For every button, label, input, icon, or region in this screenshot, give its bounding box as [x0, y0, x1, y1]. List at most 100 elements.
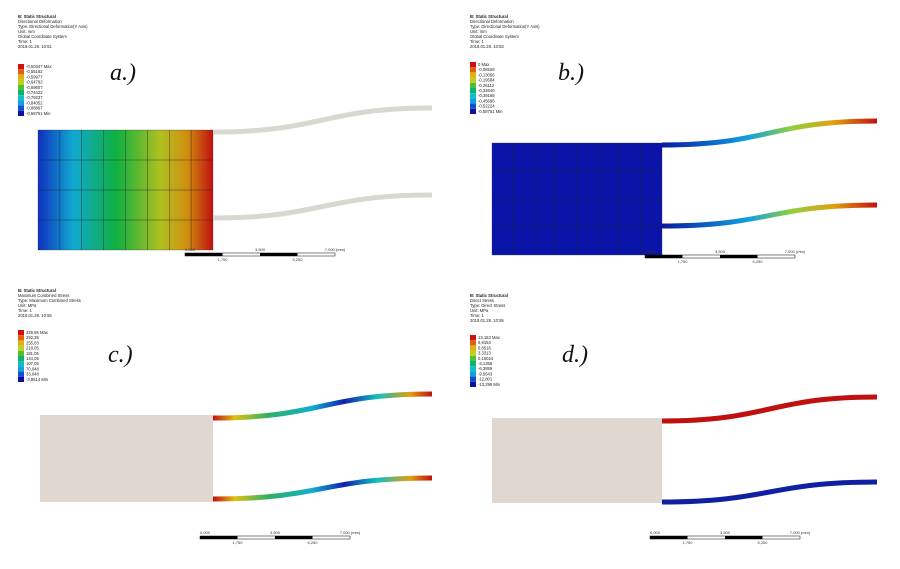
legend-swatch [470, 88, 476, 94]
legend-value: -0,59977 [26, 74, 43, 79]
legend-swatch [18, 100, 24, 106]
header-line: Global Coordinate System [18, 34, 67, 39]
legend-swatch [470, 340, 476, 346]
header-line: Time: 1 [18, 308, 32, 313]
legend-swatch [470, 350, 476, 356]
legend-swatch [470, 361, 476, 367]
legend-value: -0,74422 [26, 90, 43, 95]
scale-label: 1,750 [677, 259, 688, 264]
legend-value: -0,06528 [478, 67, 495, 72]
legend-swatch [470, 108, 476, 114]
header-line: 2018.01.28. 10:55 [470, 318, 504, 323]
legend-value: 33,048 [26, 372, 39, 377]
legend-value: -0,58751 Min [26, 111, 51, 116]
legend-value: -0,52224 [478, 104, 495, 109]
scale-label: 1,750 [232, 540, 243, 545]
legend-value: -0,32640 [478, 88, 495, 93]
legend-value: -0,45696 [478, 98, 495, 103]
block [40, 415, 213, 502]
legend-swatch [470, 62, 476, 68]
legend-value: 0 Max [478, 62, 490, 67]
legend-swatch [18, 95, 24, 101]
legend-value: -3,8514 Min [26, 377, 49, 382]
legend-swatch [18, 350, 24, 356]
beam [212, 192, 433, 221]
legend-swatch [18, 69, 24, 75]
legend-swatch [470, 93, 476, 99]
header-line: Unit: MPa [18, 303, 37, 308]
panel-label: d.) [562, 342, 588, 368]
legend-value: 181,05 [26, 351, 39, 356]
legend-swatch [470, 371, 476, 377]
beam [212, 391, 433, 421]
legend-swatch [18, 64, 24, 70]
scale-label: 3,500 [255, 247, 266, 252]
header-line: Time: 1 [470, 39, 484, 44]
legend-swatch [18, 79, 24, 85]
panel-label: b.) [558, 60, 584, 86]
scale-label: 0,000 [200, 530, 211, 535]
scale-label: 5,250 [307, 540, 318, 545]
legend-value: -0,79237 [26, 95, 43, 100]
legend-value: -0,58751 Min [478, 109, 503, 114]
legend-swatch [18, 371, 24, 377]
beam [212, 105, 433, 135]
scale-bar [720, 255, 758, 258]
block [492, 418, 662, 503]
legend-swatch [18, 361, 24, 367]
scale-label: 0,000 [645, 249, 656, 254]
legend-value: -6,3859 [478, 366, 493, 371]
legend-swatch [18, 340, 24, 346]
legend-value: -0,69607 [26, 85, 43, 90]
scale-label: 7,000 (mm) [325, 247, 346, 252]
legend-value: -0,84052 [26, 100, 43, 105]
scale-label: 1,750 [682, 540, 693, 545]
scale-bar [275, 536, 313, 539]
panel-label: c.) [108, 342, 133, 368]
legend-value: 0,10024 [478, 356, 494, 361]
legend-value: -0,64792 [26, 80, 43, 85]
legend-value: -12,801 [478, 377, 493, 382]
legend-swatch [470, 355, 476, 361]
legend-swatch [18, 335, 24, 341]
legend-swatch [18, 356, 24, 362]
legend-value: 13,153 Max [478, 335, 501, 340]
scale-label: 0,000 [185, 247, 196, 252]
legend-value: -13,298 Min [478, 382, 501, 387]
header-line: Maximum Combined Stress [18, 293, 69, 298]
legend-value: -9,5643 [478, 371, 493, 376]
legend-value: 292,35 [26, 335, 39, 340]
legend-swatch [18, 330, 24, 336]
legend-swatch [470, 72, 476, 78]
scale-bar [200, 536, 238, 539]
legend-value: -0,13056 [478, 72, 495, 77]
legend-value: 329,95 Max [26, 330, 49, 335]
header-line: Global Coordinate System [470, 34, 519, 39]
header-line: 2018.01.28. 10:55 [18, 313, 52, 318]
header-line: Type: Maximum Combined Stress [18, 298, 81, 303]
legend-value: -0,50347 Max [26, 64, 53, 69]
beam [212, 475, 433, 502]
scale-label: 5,250 [292, 257, 303, 262]
legend-swatch [18, 110, 24, 116]
legend-value: -0,39168 [478, 93, 495, 98]
legend-swatch [470, 366, 476, 372]
beam [661, 202, 878, 229]
legend-value: -3,1356 [478, 361, 493, 366]
legend-swatch [18, 84, 24, 90]
legend-swatch [470, 98, 476, 104]
legend-swatch [18, 376, 24, 382]
legend-swatch [470, 103, 476, 109]
scale-label: 7,000 (mm) [785, 249, 806, 254]
header-line: Directional Deformation [470, 19, 514, 24]
legend-value: 9,9153 [478, 340, 491, 345]
legend-swatch [470, 67, 476, 73]
legend-value: 3,3313 [478, 351, 491, 356]
legend-value: -0,55162 [26, 69, 43, 74]
header-line: Unit: MPa [470, 308, 489, 313]
legend-value: 144,05 [26, 356, 39, 361]
header-line: Type: Direct Stress [470, 303, 505, 308]
beam [661, 394, 878, 424]
legend-swatch [18, 90, 24, 96]
